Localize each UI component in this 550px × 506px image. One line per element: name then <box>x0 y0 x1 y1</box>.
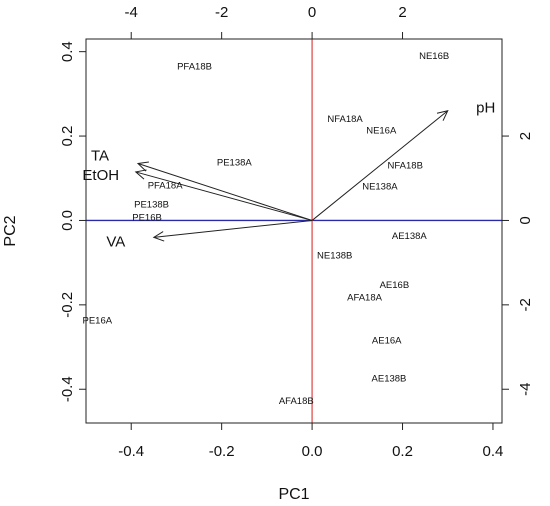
loading-labels: pH TA EtOH VA <box>82 100 495 251</box>
x-tick-label: 0.2 <box>392 443 413 460</box>
point-label: PE138A <box>217 158 253 169</box>
point-label: AFA18A <box>347 293 383 304</box>
y-tick-label: 0.0 <box>59 210 76 231</box>
point-label: PE16A <box>83 315 113 326</box>
point-label: AE138B <box>372 374 407 385</box>
point-label: NFA18A <box>327 114 363 125</box>
point-label: AE138A <box>392 231 428 242</box>
x-tick-label: -0.2 <box>209 443 235 460</box>
loading-arrow-shaft <box>311 110 449 221</box>
right-tick-label: 0 <box>517 216 534 224</box>
point-label: PE16B <box>132 212 162 223</box>
right-tick-label: -4 <box>517 383 534 396</box>
point-label: AFA18B <box>279 396 314 407</box>
x-tick-label: 0.0 <box>302 443 323 460</box>
plot-frame <box>85 38 503 424</box>
y-tick-label: 0.2 <box>59 126 76 147</box>
loading-arrow-head <box>134 169 147 180</box>
x-tick-label: 0.4 <box>483 443 504 460</box>
point-label: NE138A <box>362 182 398 193</box>
point-label: NFA18B <box>388 161 423 172</box>
point-label: AE16A <box>372 336 402 347</box>
top-tick-label: -4 <box>125 4 138 21</box>
y-tick-label: -0.2 <box>59 292 76 318</box>
point-label: PFA18B <box>177 61 212 72</box>
point-label: AE16B <box>380 280 410 291</box>
axes: -0.4 -0.2 0.0 0.2 0.4 -0.4 -0.2 0.0 0.2 0.4 -4 -2 0 2… <box>59 4 534 460</box>
point-label: PFA18A <box>148 180 184 191</box>
y-tick-label: -0.4 <box>59 376 76 402</box>
x-axis-title: PC1 <box>278 486 309 503</box>
point-label: NE16A <box>366 126 397 137</box>
top-tick-label: -2 <box>215 4 228 21</box>
loading-label: TA <box>91 147 109 164</box>
loading-arrow-head <box>152 231 165 242</box>
y-axis-title: PC2 <box>2 215 19 246</box>
zero-lines <box>86 39 502 423</box>
point-label: NE16B <box>419 51 449 62</box>
x-tick-label: -0.4 <box>118 443 144 460</box>
loading-label: pH <box>476 100 495 117</box>
loading-arrow-shaft <box>135 171 313 221</box>
point-label: PE138B <box>134 199 169 210</box>
right-tick-label: 2 <box>517 132 534 140</box>
loading-arrow-shaft <box>153 219 313 238</box>
point-label: NE138B <box>317 250 352 261</box>
right-tick-label: -2 <box>517 298 534 311</box>
loading-arrows <box>134 110 449 242</box>
loading-arrow-shaft <box>137 163 313 221</box>
top-tick-label: 2 <box>398 4 406 21</box>
y-tick-label: 0.4 <box>59 41 76 62</box>
loading-arrow-head <box>436 110 449 121</box>
loading-label: VA <box>106 233 125 250</box>
loading-label: EtOH <box>82 167 119 184</box>
loading-arrow-head <box>136 161 149 172</box>
top-tick-label: 0 <box>308 4 316 21</box>
